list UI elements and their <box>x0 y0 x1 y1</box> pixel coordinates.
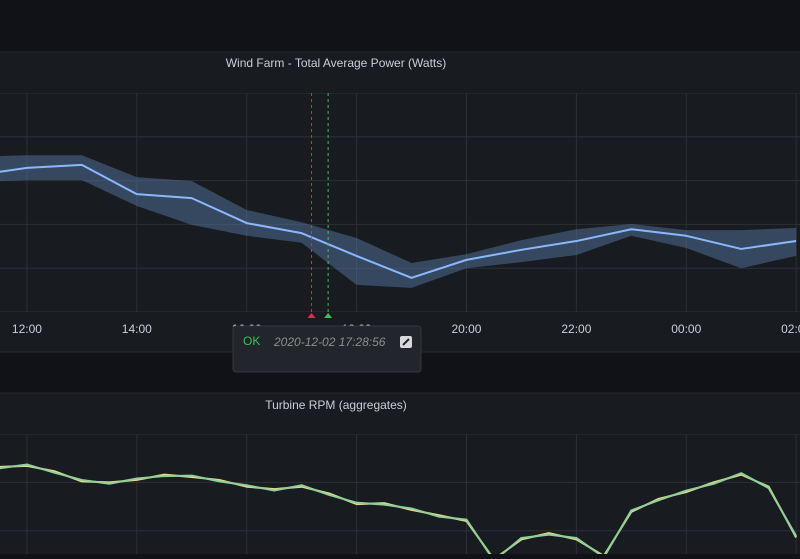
panel-title: Turbine RPM (aggregates) <box>265 398 407 412</box>
series-line <box>0 163 797 279</box>
x-tick-label: 22:00 <box>561 322 591 336</box>
edit-glyph <box>402 338 410 346</box>
plot-area <box>0 434 800 554</box>
panel-title: Wind Farm - Total Average Power (Watts) <box>226 56 447 70</box>
tooltip-box <box>232 325 422 373</box>
x-tick-label: 20:00 <box>451 322 481 336</box>
plot-area <box>0 93 800 312</box>
annotation-marker <box>307 313 316 318</box>
series-line <box>0 463 798 554</box>
x-tick-label: 12:00 <box>12 322 42 336</box>
x-tick-label: 02:00 <box>781 322 800 336</box>
annotation-state: OK <box>243 334 260 348</box>
band-area <box>0 155 797 288</box>
x-tick-label: 00:00 <box>671 322 701 336</box>
annotation-marker <box>324 313 333 318</box>
annotation-time: 2020-12-02 17:28:56 <box>273 335 386 349</box>
panel <box>0 51 800 353</box>
panel <box>0 392 800 559</box>
annotation-tooltip: OK 2020-12-02 17:28:56 <box>232 325 422 373</box>
plot <box>0 434 800 554</box>
x-tick-label: 14:00 <box>122 322 152 336</box>
